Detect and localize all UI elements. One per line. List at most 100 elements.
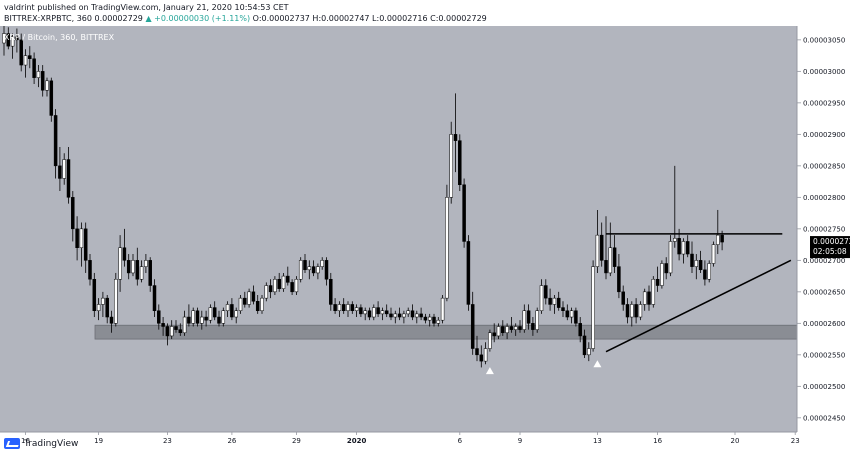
candle (625, 298, 630, 324)
candle (376, 301, 380, 318)
candle (212, 301, 217, 321)
candle (238, 294, 243, 314)
candle (397, 307, 402, 321)
candle-body (131, 260, 135, 274)
candle-body (135, 260, 140, 280)
candle-body (19, 39, 23, 66)
candle-body (122, 247, 127, 261)
candle-body (630, 304, 634, 318)
candle-body (324, 260, 329, 280)
candle (647, 285, 651, 311)
candle-body (157, 310, 161, 324)
candle (496, 323, 501, 340)
candle-body (66, 159, 71, 198)
y-tick-label: 0.00002850 (803, 162, 845, 170)
last-close-value: 0.00002729 (94, 14, 143, 23)
candle (578, 317, 582, 343)
candle (716, 209, 720, 255)
candle-body (655, 278, 660, 286)
candle-body (118, 247, 122, 280)
candle-body (505, 326, 509, 334)
candle (638, 301, 643, 321)
candle-body (204, 316, 208, 321)
candle (694, 254, 699, 280)
candle-body (15, 36, 19, 41)
candle-body (36, 71, 41, 78)
candle (488, 329, 492, 352)
candle (531, 317, 535, 336)
candle (139, 260, 144, 283)
candle (642, 288, 647, 311)
ohlc-line: BITTREX:XRPBTC, 360 0.00002729 ▲ +0.0000… (4, 14, 487, 23)
candle-body (221, 310, 226, 324)
candle (225, 301, 230, 318)
candle (243, 291, 247, 308)
price-axis[interactable]: 0.00003050 0.00003000 0.00002950 0.00002900… (797, 36, 845, 422)
candle-body (225, 304, 230, 311)
x-tick-label: 13 (593, 437, 602, 445)
candle-body (359, 307, 363, 315)
candle (621, 285, 625, 311)
candle (548, 288, 552, 311)
candle-body (294, 278, 299, 293)
tradingview-logo[interactable]: TradingView (4, 438, 78, 449)
up-arrow-icon: ▲ (145, 14, 152, 23)
candle-body (148, 260, 152, 286)
x-tick-label: 16 (21, 437, 30, 445)
candle (427, 313, 432, 327)
candle-body (92, 278, 97, 311)
candle (2, 26, 6, 56)
open-label: O: (252, 14, 262, 23)
candle-body (436, 319, 441, 324)
time-axis[interactable]: 16 19 23 26 29 2020 6 9 13 16 20 23 (21, 432, 800, 445)
candle (45, 77, 49, 97)
candle-body (720, 234, 724, 243)
candle (157, 304, 161, 330)
candle-body (320, 260, 324, 267)
candle (195, 307, 200, 327)
plot-area[interactable] (0, 26, 797, 432)
high-label: H: (312, 14, 322, 23)
candle (96, 298, 101, 321)
candle-body (445, 197, 449, 299)
candle-body (268, 285, 273, 293)
x-tick-label: 9 (518, 437, 522, 445)
candle-body (290, 282, 294, 293)
candle (698, 250, 703, 273)
candle (393, 310, 398, 324)
candle-body (509, 326, 514, 330)
candle-body (660, 263, 664, 286)
candle-body (303, 260, 307, 271)
candle (479, 345, 484, 368)
candle-body (2, 33, 6, 44)
candle-body (578, 323, 582, 337)
candle-body (574, 310, 578, 324)
candle-body (109, 316, 114, 324)
candle (122, 228, 127, 267)
candle-body (144, 260, 148, 267)
candle-body (556, 297, 561, 308)
candle (148, 257, 152, 292)
candle (10, 33, 15, 59)
candle-body (10, 36, 15, 47)
support-zone (94, 324, 798, 340)
candle-body (71, 197, 75, 230)
candle-body (341, 304, 346, 311)
candle-body (165, 326, 170, 337)
candle (182, 310, 187, 336)
candle-body (685, 241, 690, 255)
candle (389, 307, 393, 321)
candle-body (466, 241, 471, 305)
candle (174, 320, 178, 333)
candle-body (255, 301, 260, 311)
candle (617, 254, 621, 299)
candle (587, 342, 591, 362)
candle (303, 254, 307, 273)
candle (28, 46, 32, 69)
candle (561, 301, 565, 318)
candle (281, 272, 286, 292)
candle-body (565, 310, 570, 318)
candle (440, 294, 445, 324)
low-value: 0.00002716 (379, 14, 428, 23)
